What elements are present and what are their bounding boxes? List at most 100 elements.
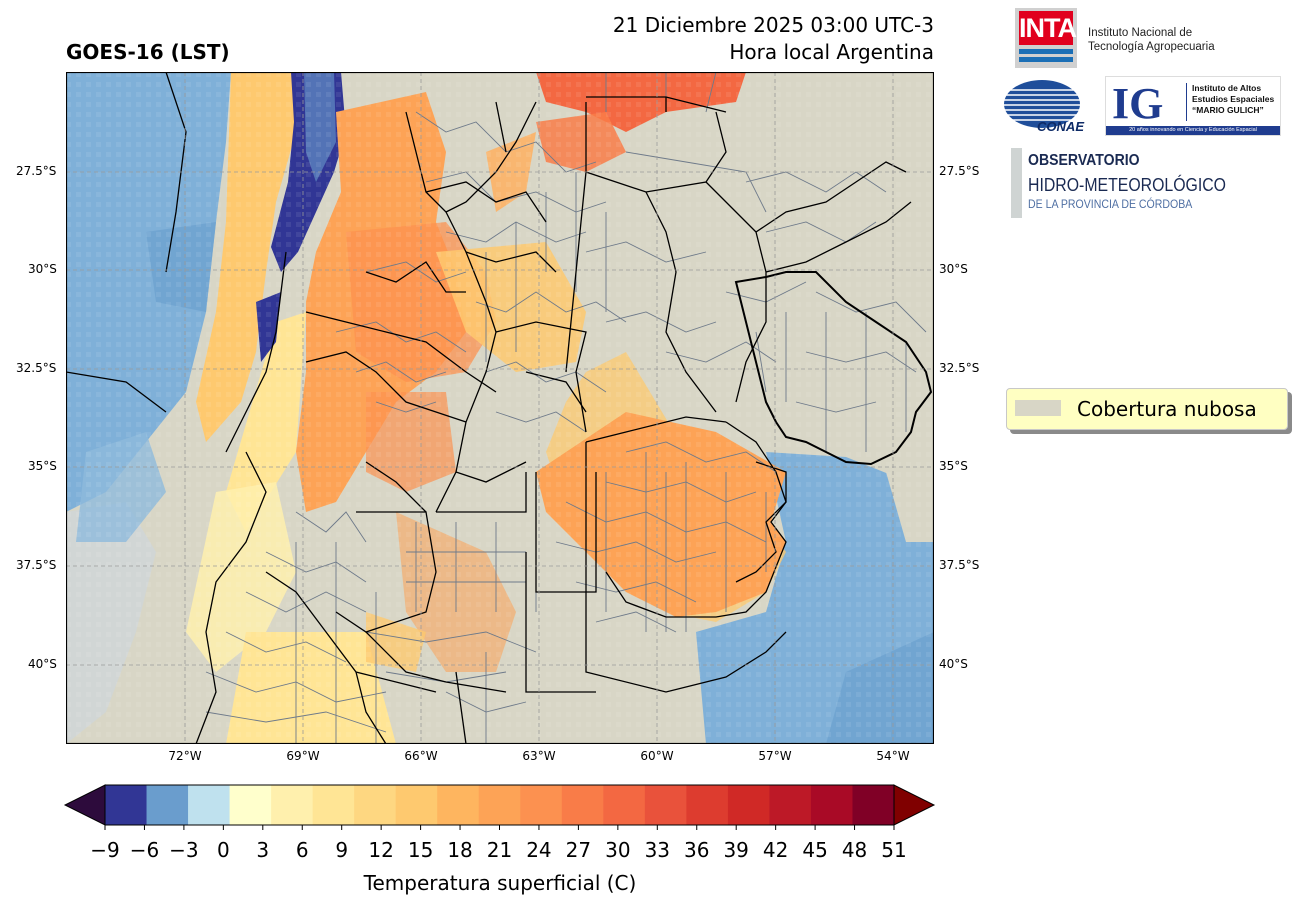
inta-logo: INTA	[1015, 8, 1077, 68]
legend-swatch	[1015, 400, 1061, 416]
ig-name: Instituto de Altos Estudios Espaciales “…	[1192, 83, 1274, 116]
lon-label: 57°W	[758, 749, 792, 763]
colorbar-tick-label: 27	[565, 838, 592, 862]
lon-label: 66°W	[404, 749, 438, 763]
colorbar-cell	[644, 785, 687, 825]
colorbar-tick-label: −6	[129, 838, 160, 862]
colorbar-tick-label: 30	[605, 838, 631, 862]
colorbar-tick-label: 42	[762, 838, 789, 862]
lon-label: 69°W	[286, 749, 320, 763]
colorbar-tick-label: 24	[526, 838, 552, 862]
colorbar-cells	[105, 785, 895, 825]
conae-logo: CONAE	[1004, 80, 1084, 134]
colorbar-cell	[603, 785, 646, 825]
observatorio-title: OBSERVATORIO	[1028, 152, 1140, 169]
colorbar-tick-label: 9	[335, 838, 349, 862]
colorbar-cell	[395, 785, 438, 825]
inta-stripe	[1019, 49, 1073, 54]
colorbar-tick-label: 12	[368, 838, 394, 862]
ig-divider	[1186, 83, 1187, 121]
colorbar-cell	[229, 785, 272, 825]
colorbar-cell	[727, 785, 770, 825]
colorbar-tick-label: −9	[90, 838, 120, 862]
colorbar-cell	[769, 785, 812, 825]
colorbar-tick-marks	[104, 825, 895, 830]
colorbar-tick-label: 36	[684, 838, 710, 862]
colorbar-cell	[312, 785, 355, 825]
ig-tagline: 20 años innovando en Ciencia y Educación…	[1106, 126, 1280, 135]
lat-label-right: 37.5°S	[939, 558, 980, 572]
inta-stripe	[1019, 57, 1073, 62]
lat-label-left: 32.5°S	[16, 361, 57, 375]
colorbar-tick-label: 0	[216, 838, 230, 862]
colorbar-cell	[478, 785, 521, 825]
lon-label: 63°W	[522, 749, 556, 763]
uruguay-border	[734, 271, 933, 466]
colorbar-tick-label: 45	[802, 838, 828, 862]
timestamp-line: 21 Diciembre 2025 03:00 UTC-3	[612, 13, 934, 37]
ig-name-line: Instituto de Altos	[1192, 83, 1262, 93]
colorbar-tick-label: 15	[407, 838, 434, 862]
local-time-label: Hora local Argentina	[729, 40, 934, 64]
colorbar-cell	[437, 785, 480, 825]
colorbar-cell	[188, 785, 231, 825]
inta-name-line: Instituto Nacional de	[1088, 27, 1193, 39]
colorbar-cell	[686, 785, 729, 825]
colorbar-tick-label: 33	[644, 838, 671, 862]
lon-label: 60°W	[640, 749, 674, 763]
map-gridlines	[66, 72, 934, 744]
colorbar-cell	[354, 785, 397, 825]
lat-label-left: 40°S	[28, 657, 57, 671]
colorbar-tick-label: 51	[881, 838, 907, 862]
colorbar-tick-label: 48	[841, 838, 868, 862]
inta-mark: INTA	[1019, 11, 1077, 45]
colorbar-cell	[852, 785, 895, 825]
ig-mark: IG	[1112, 79, 1164, 128]
pixel-texture	[66, 72, 934, 744]
colorbar-tick-label: 3	[256, 838, 270, 862]
map-frame	[66, 72, 934, 744]
lat-label-left: 35°S	[28, 459, 57, 473]
colorbar-cell	[105, 785, 148, 825]
lat-label-left: 27.5°S	[16, 164, 57, 178]
colorbar-cell	[146, 785, 189, 825]
observatorio-bar	[1011, 148, 1022, 218]
colorbar-tick-label: 18	[447, 838, 473, 862]
temperature-colorbar	[63, 784, 936, 830]
observatorio-subtitle: HIDRO-METEOROLÓGICO	[1028, 175, 1227, 195]
provincial-borders	[66, 72, 912, 744]
colorbar-tick-label: 39	[723, 838, 749, 862]
colorbar-tick-label: 6	[295, 838, 309, 862]
temperature-map	[66, 72, 934, 744]
lat-label-left: 37.5°S	[16, 558, 57, 572]
lat-label-right: 32.5°S	[939, 361, 980, 375]
map-timestamp: 21 Diciembre 2025 03:00 UTC-3 Hora local…	[540, 12, 934, 66]
lon-label: 72°W	[168, 749, 202, 763]
colorbar-label: Temperatura superficial (C)	[363, 871, 637, 895]
lat-label-right: 27.5°S	[939, 164, 980, 178]
colorbar-cell	[520, 785, 563, 825]
lat-label-right: 40°S	[939, 657, 968, 671]
cloud-cover-legend: Cobertura nubosa	[1006, 388, 1288, 430]
observatorio-province: DE LA PROVINCIA DE CÓRDOBA	[1028, 197, 1193, 211]
colorbar-tick-label: 21	[486, 838, 513, 862]
lat-label-right: 35°S	[939, 459, 968, 473]
lon-label: 54°W	[876, 749, 910, 763]
lat-label-right: 30°S	[939, 262, 968, 276]
ig-name-line: “MARIO GULICH”	[1192, 105, 1264, 115]
colorbar-over-arrow	[893, 784, 936, 826]
legend-label: Cobertura nubosa	[1077, 397, 1257, 421]
coastline	[605, 461, 787, 618]
inta-name: Instituto Nacional de Tecnología Agropec…	[1088, 26, 1215, 54]
inta-name-line: Tecnología Agropecuaria	[1088, 41, 1215, 53]
ig-logo: IG Instituto de Altos Estudios Espaciale…	[1105, 76, 1281, 136]
colorbar-tick-label: −3	[169, 838, 199, 862]
ig-name-line: Estudios Espaciales	[1192, 94, 1275, 104]
colorbar-cell	[561, 785, 604, 825]
colorbar-under-arrow	[63, 784, 106, 826]
conae-wordmark: CONAE	[1037, 119, 1084, 134]
colorbar-cell	[271, 785, 314, 825]
colorbar-cell	[810, 785, 853, 825]
map-title: GOES-16 (LST)	[66, 40, 230, 64]
lat-label-left: 30°S	[28, 262, 57, 276]
